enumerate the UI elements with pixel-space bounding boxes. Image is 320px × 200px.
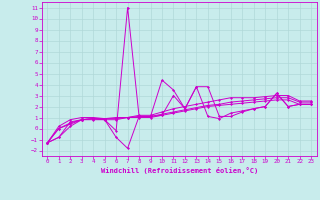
X-axis label: Windchill (Refroidissement éolien,°C): Windchill (Refroidissement éolien,°C) bbox=[100, 167, 258, 174]
